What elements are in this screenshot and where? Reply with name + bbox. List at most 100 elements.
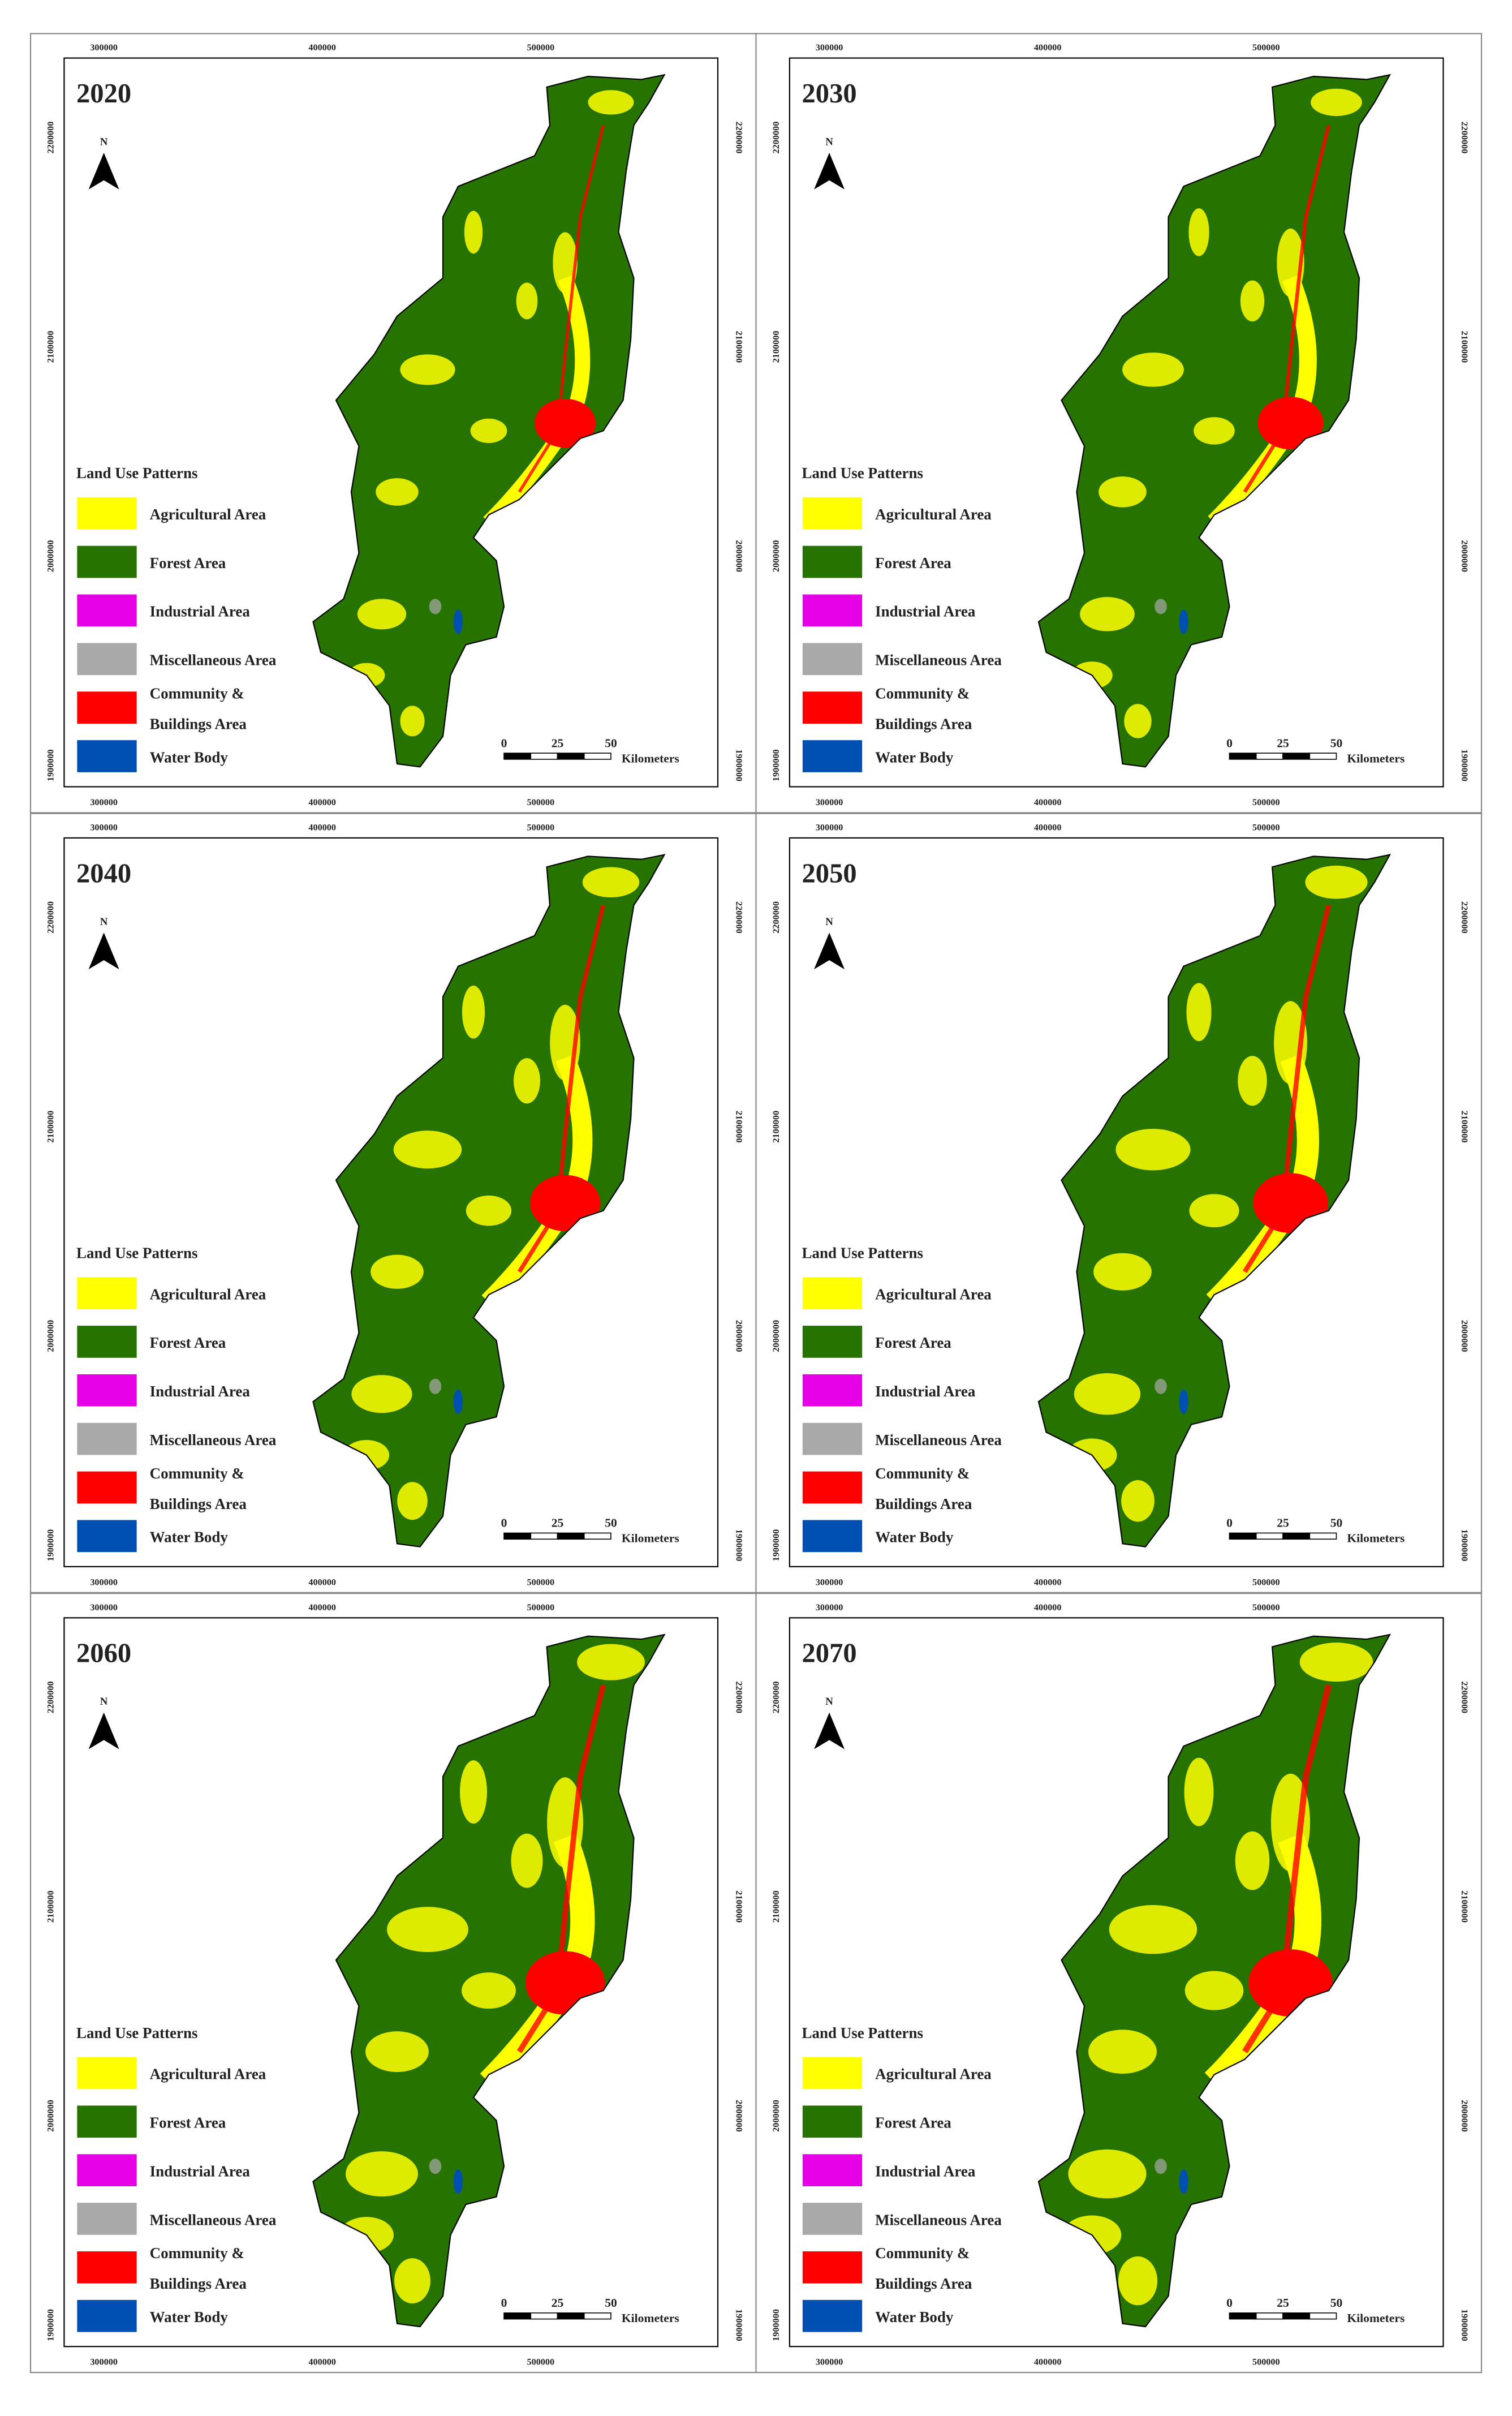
agricultural-patch [1080, 597, 1135, 631]
legend-swatch [75, 2152, 139, 2188]
x-tick-label: 300000 [816, 1602, 843, 1613]
legend-swatch [801, 690, 864, 725]
legend-label: Forest Area [875, 554, 951, 571]
legend-swatch [75, 2055, 139, 2091]
agricultural-patch [400, 706, 425, 737]
misc-area [1155, 2159, 1167, 2174]
x-tick-label: 300000 [90, 1577, 118, 1587]
x-tick-label: 400000 [308, 2357, 336, 2367]
community-spread [516, 1684, 606, 2053]
legend-label: Forest Area [150, 554, 226, 571]
legend-label: Buildings Area [150, 1495, 247, 1512]
y-tick-label: 2100000 [771, 1111, 781, 1143]
x-tick-label: 300000 [816, 822, 843, 832]
y-tick-label: 2100000 [734, 1111, 744, 1143]
legend-swatch [801, 1469, 864, 1506]
x-tick-label: 300000 [90, 822, 118, 832]
y-tick-label: 2000000 [1459, 1320, 1470, 1352]
agricultural-patch [376, 478, 419, 506]
y-tick-label: 2100000 [1459, 331, 1470, 363]
north-arrow [88, 932, 119, 970]
water-body [453, 1389, 463, 1414]
scale-label: 0 [501, 736, 507, 750]
y-tick-label: 1900000 [771, 1529, 781, 1562]
scale-bar-segment [1309, 2312, 1337, 2320]
legend-label: Industrial Area [875, 2163, 976, 2179]
agricultural-patch [1186, 983, 1212, 1042]
x-tick-label: 300000 [816, 42, 843, 53]
y-tick-label: 1900000 [46, 2309, 56, 2341]
y-tick-label: 2200000 [1459, 122, 1470, 154]
x-tick-label: 300000 [816, 1577, 843, 1587]
x-tick-label: 500000 [527, 42, 555, 53]
x-tick-label: 300000 [90, 2357, 118, 2367]
agricultural-patch [371, 1254, 424, 1289]
scale-label: 25 [1277, 1516, 1289, 1530]
x-tick-label: 300000 [90, 1602, 118, 1613]
agricultural-patch [1299, 1643, 1373, 1682]
agricultural-patch [387, 1907, 468, 1953]
agricultural-patch [1118, 2256, 1158, 2306]
water-body [453, 2169, 463, 2194]
x-tick-label: 400000 [308, 822, 336, 832]
y-tick-label: 2000000 [46, 1320, 56, 1352]
scale-label: 0 [501, 1516, 507, 1530]
misc-area [429, 599, 442, 614]
y-tick-label: 2200000 [734, 122, 744, 154]
community-spread [517, 904, 606, 1273]
y-tick-label: 1900000 [1459, 749, 1470, 781]
agricultural-patch [1068, 2149, 1147, 2199]
misc-area [429, 2159, 442, 2174]
x-tick-label: 400000 [308, 797, 336, 807]
legend-label: Community & [150, 2245, 244, 2262]
legend-swatch [801, 1275, 864, 1311]
scale-bar-segment [557, 2312, 585, 2320]
x-tick-label: 500000 [1252, 2357, 1280, 2367]
water-body [1179, 2169, 1188, 2194]
legend-label: Industrial Area [150, 1383, 251, 1400]
legend-label: Industrial Area [875, 1383, 976, 1400]
agricultural-patch [1088, 2030, 1157, 2074]
map-panel: 300000 300000 400000 400000 500000 500000 2200… [755, 1593, 1483, 2374]
x-tick-label: 300000 [90, 42, 118, 53]
scale-unit: Kilometers [1347, 2311, 1405, 2325]
scale-unit: Kilometers [1347, 751, 1405, 765]
water-body [1179, 609, 1188, 634]
scale-label: 25 [1277, 736, 1289, 750]
agricultural-patch [588, 90, 634, 115]
scale-bar-segment [1255, 1532, 1283, 1540]
legend-label: Agricultural Area [875, 1286, 992, 1302]
map-frame [63, 837, 719, 1567]
legend-label: Miscellaneous Area [875, 1431, 1002, 1448]
agricultural-patch [365, 2031, 429, 2073]
north-arrow [814, 153, 845, 190]
agricultural-patch [464, 210, 483, 254]
scale-bar-segment [1282, 753, 1311, 760]
x-tick-label: 400000 [1034, 822, 1062, 832]
legend-label: Miscellaneous Area [875, 2211, 1002, 2228]
legend-label: Forest Area [875, 1334, 951, 1351]
legend-swatch [75, 690, 139, 725]
agricultural-patch [1124, 704, 1152, 738]
scale-bar-segment [1255, 2312, 1283, 2320]
map-outline [1037, 1633, 1392, 2328]
scale-label: 25 [552, 1516, 564, 1530]
map-panel: 300000 300000 400000 400000 500000 500000 2200… [755, 33, 1483, 814]
panel-year: 2030 [802, 78, 857, 109]
legend-swatch [801, 2104, 864, 2139]
scale-label: 0 [1226, 736, 1233, 750]
y-tick-label: 2000000 [46, 540, 56, 572]
y-tick-label: 1900000 [734, 2309, 744, 2341]
legend-swatch [75, 1518, 139, 1554]
x-tick-label: 400000 [308, 42, 336, 53]
y-tick-label: 2200000 [1459, 901, 1470, 934]
y-tick-label: 2100000 [1459, 1890, 1470, 1923]
panel-year: 2040 [76, 858, 131, 888]
map-frame [63, 1617, 719, 2348]
x-tick-label: 500000 [1252, 1577, 1280, 1587]
legend-label: Industrial Area [875, 603, 976, 620]
misc-area [1155, 599, 1167, 614]
legend-swatch [801, 2250, 864, 2285]
north-arrow [814, 932, 845, 970]
y-tick-label: 1900000 [771, 749, 781, 781]
